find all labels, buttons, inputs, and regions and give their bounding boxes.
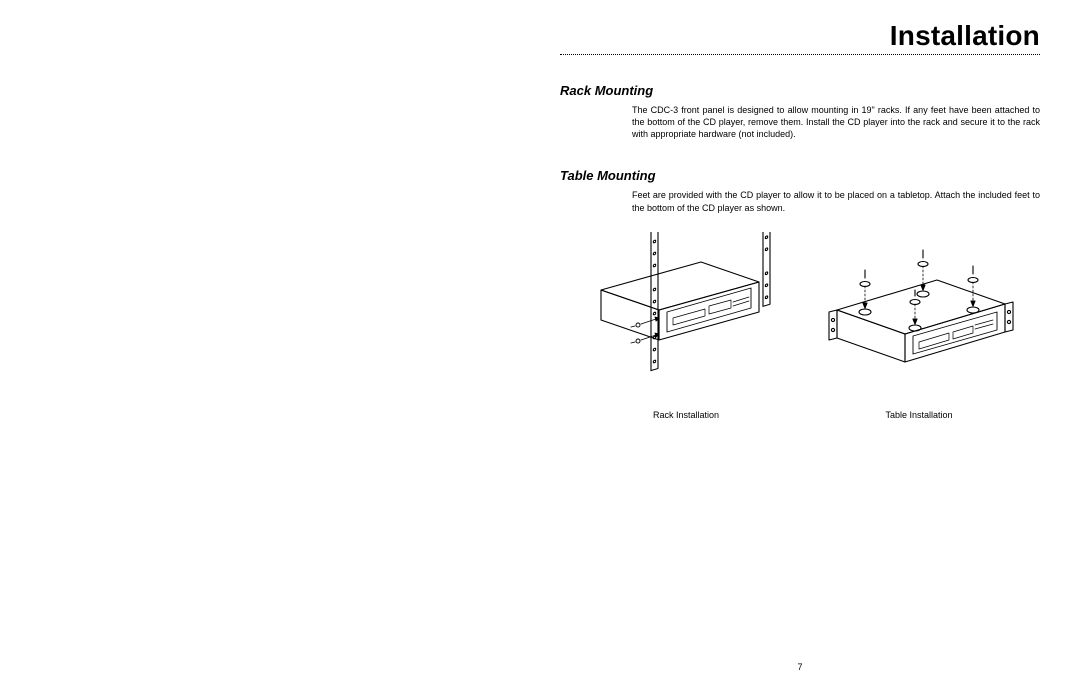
rack-install-diagram [581, 232, 791, 402]
header-rule: Installation [560, 20, 1040, 55]
figure-rack: Rack Installation [581, 232, 791, 420]
figure-rack-caption: Rack Installation [653, 410, 719, 420]
section-body-table: Feet are provided with the CD player to … [632, 189, 1040, 213]
section-body-rack: The CDC-3 front panel is designed to all… [632, 104, 1040, 140]
table-install-diagram [819, 232, 1019, 402]
page-title: Installation [890, 20, 1040, 51]
section-heading-table: Table Mounting [560, 168, 1040, 183]
section-heading-rack: Rack Mounting [560, 83, 1040, 98]
figure-table: Table Installation [819, 232, 1019, 420]
page-number: 7 [560, 662, 1040, 672]
figure-table-caption: Table Installation [885, 410, 952, 420]
